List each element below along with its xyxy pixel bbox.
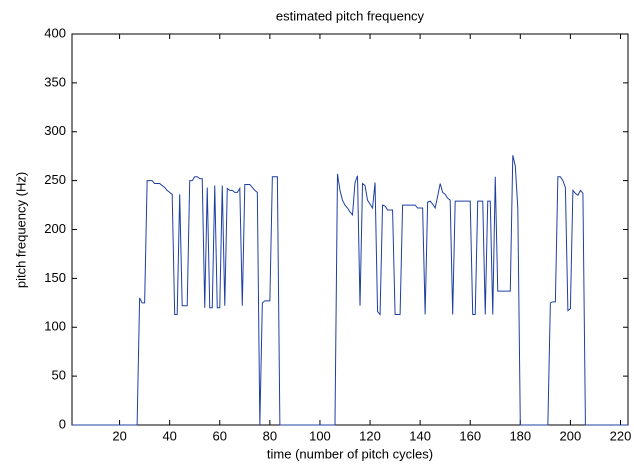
x-tick-label: 80 [263,428,277,443]
y-axis-label: pitch frequency (Hz) [13,172,28,288]
x-tick-label: 40 [162,428,176,443]
x-tick-label: 200 [560,428,582,443]
y-tick-label: 50 [52,368,66,383]
x-tick-label: 20 [112,428,126,443]
y-tick-label: 300 [44,123,66,138]
y-tick-label: 150 [44,270,66,285]
x-tick-label: 220 [610,428,632,443]
x-tick-label: 140 [409,428,431,443]
chart-title: estimated pitch frequency [276,8,425,23]
x-axis-label: time (number of pitch cycles) [267,446,433,461]
x-tick-label: 60 [213,428,227,443]
plot-area [71,33,629,426]
x-tick-label: 180 [509,428,531,443]
y-tick-label: 100 [44,319,66,334]
y-tick-label: 250 [44,172,66,187]
y-tick-label: 400 [44,25,66,40]
line [72,155,628,426]
x-tick-label: 160 [459,428,481,443]
y-tick-label: 0 [59,416,66,431]
y-tick-label: 200 [44,221,66,236]
y-tick-label: 350 [44,74,66,89]
x-tick-label: 120 [359,428,381,443]
x-tick-label: 100 [309,428,331,443]
